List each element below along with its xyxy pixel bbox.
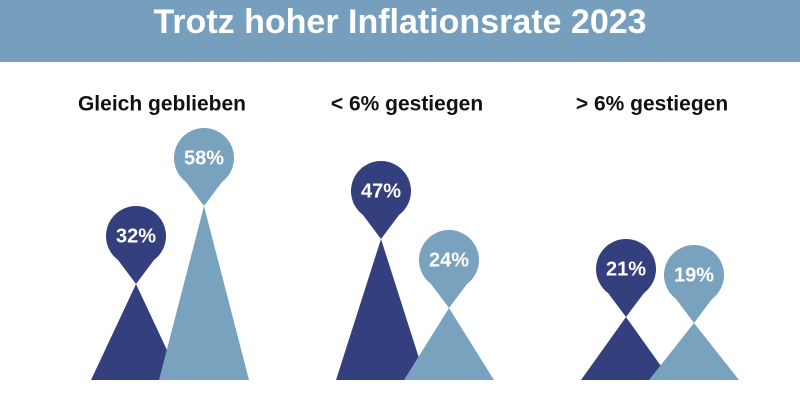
value-bubble [174,128,235,206]
value-label: 32% [116,225,156,247]
triangle [159,206,249,380]
value-label: 21% [606,258,646,280]
value-bubble [419,230,480,308]
category-label: > 6% gestiegen [576,93,728,116]
triangle [91,284,181,380]
value-label: 24% [429,249,469,271]
triangle [336,239,426,380]
value-bubble [106,206,166,284]
triangle [404,308,494,380]
value-label: 19% [674,264,714,286]
triangle [649,323,739,380]
category-label: Gleich geblieben [78,93,246,116]
category-label: < 6% gestiegen [331,93,483,116]
value-label: 47% [361,180,401,202]
value-bubble [664,245,725,323]
title-bar [0,0,800,62]
value-bubble [351,161,412,239]
value-bubble [596,239,657,317]
triangle [581,317,671,380]
chart-title: Trotz hoher Inflationsrate 2023 [153,3,646,41]
value-label: 58% [184,147,224,169]
